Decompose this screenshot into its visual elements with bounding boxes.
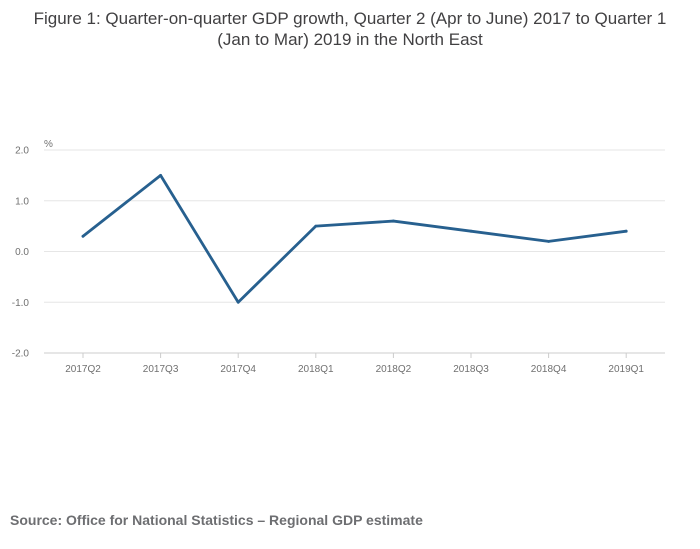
- data-point: [547, 239, 550, 243]
- data-point: [159, 173, 163, 177]
- x-tick-label: 2019Q1: [608, 364, 644, 375]
- y-tick-label: 0.0: [15, 247, 29, 258]
- data-point: [392, 219, 395, 223]
- gridlines: [44, 149, 665, 303]
- x-tick-label: 2018Q1: [298, 364, 334, 375]
- y-tick-label: 2.0: [15, 146, 29, 157]
- y-axis-unit-label: %: [44, 139, 53, 150]
- y-tick-label: -1.0: [12, 298, 30, 309]
- y-axis-ticks: 2.0 1.0 0.0 -1.0 -2.0: [12, 146, 30, 360]
- x-tick-label: 2017Q2: [65, 364, 101, 375]
- x-tick-label: 2018Q4: [531, 364, 567, 375]
- data-point: [624, 229, 628, 233]
- data-point: [314, 224, 318, 228]
- series-layer: [81, 173, 628, 304]
- source-note: Source: Office for National Statistics –…: [10, 512, 423, 528]
- data-point: [236, 300, 240, 304]
- x-tick-label: 2018Q3: [453, 364, 489, 375]
- x-tick-label: 2018Q2: [376, 364, 412, 375]
- x-tick-label: 2017Q4: [220, 364, 256, 375]
- y-tick-label: -2.0: [12, 349, 30, 360]
- x-tick-label: 2017Q3: [143, 364, 179, 375]
- x-axis: 2017Q2 2017Q3 2017Q4 2018Q1 2018Q2 2018Q3 2018…: [44, 352, 665, 375]
- series-line: [81, 173, 628, 304]
- y-tick-label: 1.0: [15, 196, 29, 207]
- data-point: [469, 229, 473, 233]
- data-point: [81, 234, 85, 238]
- chart-title: Figure 1: Quarter-on-quarter GDP growth,…: [33, 9, 667, 49]
